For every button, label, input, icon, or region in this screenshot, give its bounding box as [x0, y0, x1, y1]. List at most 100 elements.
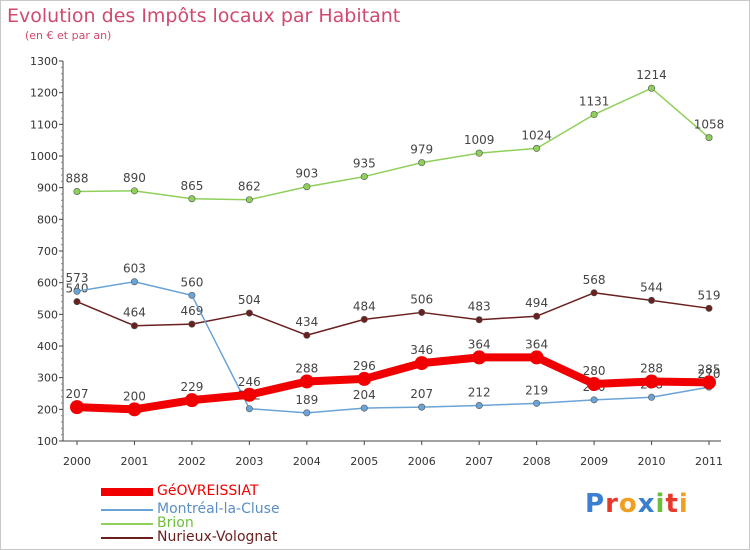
data-label-brion: 1131	[579, 95, 610, 109]
data-point-nurieux-volognat	[533, 312, 541, 320]
legend-item-nurieux-volognat: Nurieux-Volognat	[101, 529, 361, 545]
data-label-brion: 1024	[521, 128, 552, 142]
data-point-nurieux-volognat	[188, 320, 196, 328]
data-point-nurieux-volognat	[130, 322, 138, 330]
data-point-nurieux-volognat	[303, 331, 311, 339]
y-tick-label: 300	[37, 372, 58, 385]
data-label-brion: 1214	[636, 68, 667, 82]
data-point-nurieux-volognat	[418, 308, 426, 316]
data-point-geovreissiat	[702, 375, 716, 390]
chart-subtitle: (en € et par an)	[25, 29, 112, 42]
data-label-geovreissiat: 207	[66, 387, 89, 401]
data-point-montreal-la-cluse	[475, 402, 483, 410]
data-label-nurieux-volognat: 504	[238, 293, 261, 307]
data-label-brion: 862	[238, 180, 261, 194]
data-point-montreal-la-cluse	[73, 287, 81, 295]
series-line-geovreissiat	[73, 353, 713, 414]
y-tick-label: 800	[37, 213, 58, 226]
data-label-brion: 1009	[464, 133, 495, 147]
legend-swatch-montreal-la-cluse	[101, 509, 153, 511]
data-point-geovreissiat	[242, 387, 257, 402]
data-point-montreal-la-cluse	[590, 396, 598, 404]
data-point-nurieux-volognat	[360, 315, 368, 323]
data-label-brion: 935	[353, 157, 376, 171]
data-label-brion: 1058	[694, 118, 725, 132]
x-tick-label: 2008	[523, 455, 551, 468]
data-point-brion	[705, 134, 713, 142]
data-point-geovreissiat	[184, 393, 199, 408]
y-tick-label: 1100	[30, 118, 58, 131]
data-point-brion	[73, 187, 81, 195]
legend-item-montreal-la-cluse: Montréal-la-Cluse	[101, 501, 361, 517]
chart-title: Evolution des Impôts locaux par Habitant	[7, 5, 401, 27]
x-tick-label: 2011	[695, 455, 723, 468]
series-line-montreal-la-cluse	[76, 280, 710, 414]
data-label-geovreissiat: 296	[353, 359, 376, 373]
data-label-geovreissiat: 280	[583, 364, 606, 378]
y-tick-label: 600	[37, 277, 58, 290]
proxiti-logo: Proxiti	[585, 489, 689, 519]
data-label-brion: 888	[66, 171, 89, 185]
x-tick-label: 2005	[350, 455, 378, 468]
data-point-nurieux-volognat	[475, 316, 483, 324]
y-tick-label: 500	[37, 308, 58, 321]
legend-item-geovreissiat: GéOVREISSIAT	[101, 483, 361, 499]
data-label-brion: 890	[123, 171, 146, 185]
data-point-montreal-la-cluse	[188, 291, 196, 299]
data-label-geovreissiat: 285	[698, 362, 721, 376]
x-tick-label: 2001	[120, 455, 148, 468]
series-line-nurieux-volognat	[76, 292, 710, 336]
data-point-nurieux-volognat	[590, 289, 598, 297]
data-label-nurieux-volognat: 434	[295, 315, 318, 329]
x-tick-label: 2002	[178, 455, 206, 468]
x-tick-label: 2007	[465, 455, 493, 468]
data-point-montreal-la-cluse	[360, 404, 368, 412]
data-label-geovreissiat: 229	[180, 380, 203, 394]
data-point-geovreissiat	[529, 350, 544, 365]
data-label-brion: 865	[180, 179, 203, 193]
data-point-brion	[648, 84, 656, 92]
y-tick-label: 200	[37, 403, 58, 416]
data-label-nurieux-volognat: 483	[468, 300, 491, 314]
y-tick-label: 1200	[30, 87, 58, 100]
data-point-montreal-la-cluse	[418, 403, 426, 411]
y-tick-label: 900	[37, 182, 58, 195]
data-point-nurieux-volognat	[73, 298, 81, 306]
data-point-brion	[418, 159, 426, 167]
y-tick-label: 1000	[30, 150, 58, 163]
data-point-geovreissiat	[472, 350, 487, 365]
legend-swatch-nurieux-volognat	[101, 537, 153, 539]
legend-label-nurieux-volognat: Nurieux-Volognat	[157, 529, 278, 545]
x-tick-label: 2009	[580, 455, 608, 468]
data-point-nurieux-volognat	[705, 304, 713, 312]
data-point-geovreissiat	[644, 374, 659, 389]
data-point-montreal-la-cluse	[130, 278, 138, 286]
data-point-nurieux-volognat	[245, 309, 253, 317]
data-label-nurieux-volognat: 519	[698, 288, 721, 302]
data-label-montreal-la-cluse: 573	[66, 271, 89, 285]
legend-label-geovreissiat: GéOVREISSIAT	[157, 483, 259, 499]
legend-item-brion: Brion	[101, 515, 361, 531]
data-point-montreal-la-cluse	[303, 409, 311, 417]
data-label-nurieux-volognat: 484	[353, 299, 376, 313]
data-point-brion	[303, 183, 311, 191]
data-point-montreal-la-cluse	[245, 405, 253, 413]
data-label-geovreissiat: 364	[525, 337, 548, 351]
data-point-geovreissiat	[70, 400, 84, 415]
data-label-montreal-la-cluse: 219	[525, 383, 548, 397]
data-label-brion: 903	[295, 167, 318, 181]
data-label-geovreissiat: 288	[295, 361, 318, 375]
data-label-geovreissiat: 246	[238, 375, 261, 389]
data-label-geovreissiat: 200	[123, 389, 146, 403]
data-label-montreal-la-cluse: 207	[410, 387, 433, 401]
data-label-montreal-la-cluse: 270	[698, 367, 721, 381]
data-label-nurieux-volognat: 464	[123, 306, 146, 320]
data-point-geovreissiat	[299, 374, 314, 389]
x-tick-label: 2000	[63, 455, 91, 468]
data-label-montreal-la-cluse: 560	[180, 275, 203, 289]
data-point-brion	[188, 195, 196, 203]
data-label-geovreissiat: 346	[410, 343, 433, 357]
y-tick-label: 700	[37, 245, 58, 258]
